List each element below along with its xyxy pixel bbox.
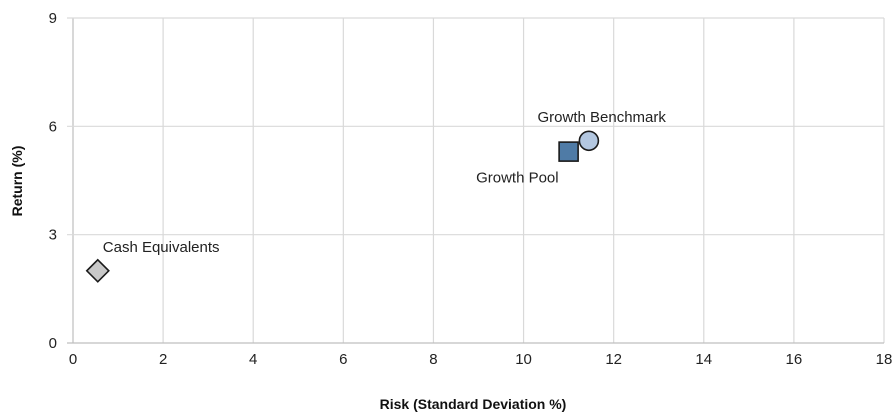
y-tick-label: 0 — [49, 335, 57, 352]
point-circle-marker — [578, 130, 600, 152]
point-label: Growth Benchmark — [537, 109, 666, 126]
point-labels: Cash Equivalents Growth Pool Growth Benchm… — [103, 109, 667, 256]
x-tick-label: 0 — [69, 351, 77, 368]
y-tick-label: 6 — [49, 118, 57, 135]
x-tick-label: 14 — [695, 351, 712, 368]
point-label: Cash Equivalents — [103, 239, 220, 256]
point-diamond-marker — [85, 258, 110, 283]
x-tick-label: 16 — [786, 351, 803, 368]
y-tick-label: 9 — [49, 10, 57, 27]
x-tick-label: 2 — [159, 351, 167, 368]
grid — [67, 17, 885, 344]
data-points — [85, 130, 600, 283]
y-tick-label: 3 — [49, 227, 57, 244]
x-tick-label: 12 — [605, 351, 622, 368]
x-tick-label: 10 — [515, 351, 532, 368]
x-tick-label: 4 — [249, 351, 257, 368]
tick-labels: 0 2 4 6 8 10 12 14 16 18 0 3 6 9 — [49, 10, 892, 368]
x-tick-label: 6 — [339, 351, 347, 368]
x-tick-label: 8 — [429, 351, 437, 368]
point-square-marker — [558, 141, 579, 162]
x-axis-title: Risk (Standard Deviation %) — [380, 396, 567, 412]
point-label: Growth Pool — [476, 170, 559, 187]
x-tick-label: 18 — [876, 351, 892, 368]
y-axis-title: Return (%) — [9, 146, 25, 217]
